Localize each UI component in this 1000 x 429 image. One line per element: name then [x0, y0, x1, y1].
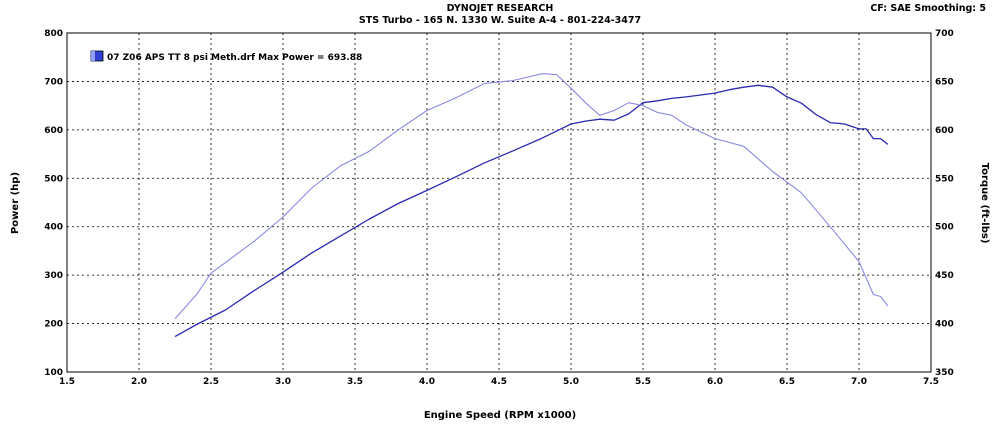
y-right-tick-label: 350 — [935, 368, 954, 378]
legend: 07 Z06 APS TT 8 psi Meth.drf Max Power =… — [90, 50, 362, 63]
x-tick-label: 2.5 — [203, 377, 219, 387]
y-axis-right-ticks: 350 400 450 500 550 600 650 700 — [935, 29, 954, 378]
chart-subtitle: STS Turbo - 165 N. 1330 W. Suite A-4 - 8… — [358, 15, 642, 26]
y-left-tick-label: 300 — [44, 271, 63, 281]
x-tick-label: 4.0 — [419, 377, 435, 387]
x-axis-title: Engine Speed (RPM x1000) — [424, 410, 576, 421]
y-axis-left-ticks: 100 200 300 400 500 600 700 800 — [44, 29, 63, 378]
series-layer — [174, 73, 889, 338]
y-right-tick-label: 500 — [935, 223, 954, 233]
x-tick-label: 5.0 — [563, 377, 579, 387]
x-tick-label: 3.5 — [347, 377, 363, 387]
y-left-tick-label: 500 — [44, 174, 63, 184]
x-tick-label: 6.0 — [707, 377, 723, 387]
plot-frame — [66, 32, 932, 373]
x-tick-label: 3.0 — [275, 377, 291, 387]
x-tick-label: 1.5 — [59, 377, 75, 387]
y-left-tick-label: 400 — [44, 223, 63, 233]
y-right-tick-label: 700 — [935, 29, 954, 39]
x-tick-label: 7.5 — [923, 377, 939, 387]
y-left-tick-label: 100 — [44, 368, 63, 378]
x-tick-label: 7.0 — [851, 377, 867, 387]
y-left-tick-label: 700 — [44, 77, 63, 87]
x-axis-ticks: 1.5 2.0 2.5 3.0 3.5 4.0 4.5 5.0 5.5 6.0 6.5 7.0 7.5 — [59, 377, 939, 387]
correction-factor-info: CF: SAE Smoothing: 5 — [870, 3, 986, 14]
y-right-tick-label: 550 — [935, 174, 954, 184]
x-tick-label: 2.0 — [131, 377, 147, 387]
legend-swatch-highlight — [91, 51, 95, 61]
x-tick-label: 6.5 — [779, 377, 795, 387]
torque-curve — [174, 73, 889, 320]
y-right-tick-label: 650 — [935, 77, 954, 87]
y-right-tick-label: 600 — [935, 126, 954, 136]
y-left-tick-label: 600 — [44, 126, 63, 136]
y-axis-left-title: Power (hp) — [10, 172, 21, 234]
grid-lines — [67, 33, 931, 372]
power-curve — [174, 84, 889, 338]
y-left-tick-label: 200 — [44, 320, 63, 330]
y-left-tick-label: 800 — [44, 29, 63, 39]
y-axis-right-title: Torque (ft-lbs) — [979, 163, 990, 244]
x-tick-label: 4.5 — [491, 377, 507, 387]
legend-label: 07 Z06 APS TT 8 psi Meth.drf Max Power =… — [107, 53, 362, 63]
x-tick-label: 5.5 — [635, 377, 651, 387]
chart-title: DYNOJET RESEARCH — [446, 3, 554, 14]
y-right-tick-label: 450 — [935, 271, 954, 281]
y-right-tick-label: 400 — [935, 320, 954, 330]
